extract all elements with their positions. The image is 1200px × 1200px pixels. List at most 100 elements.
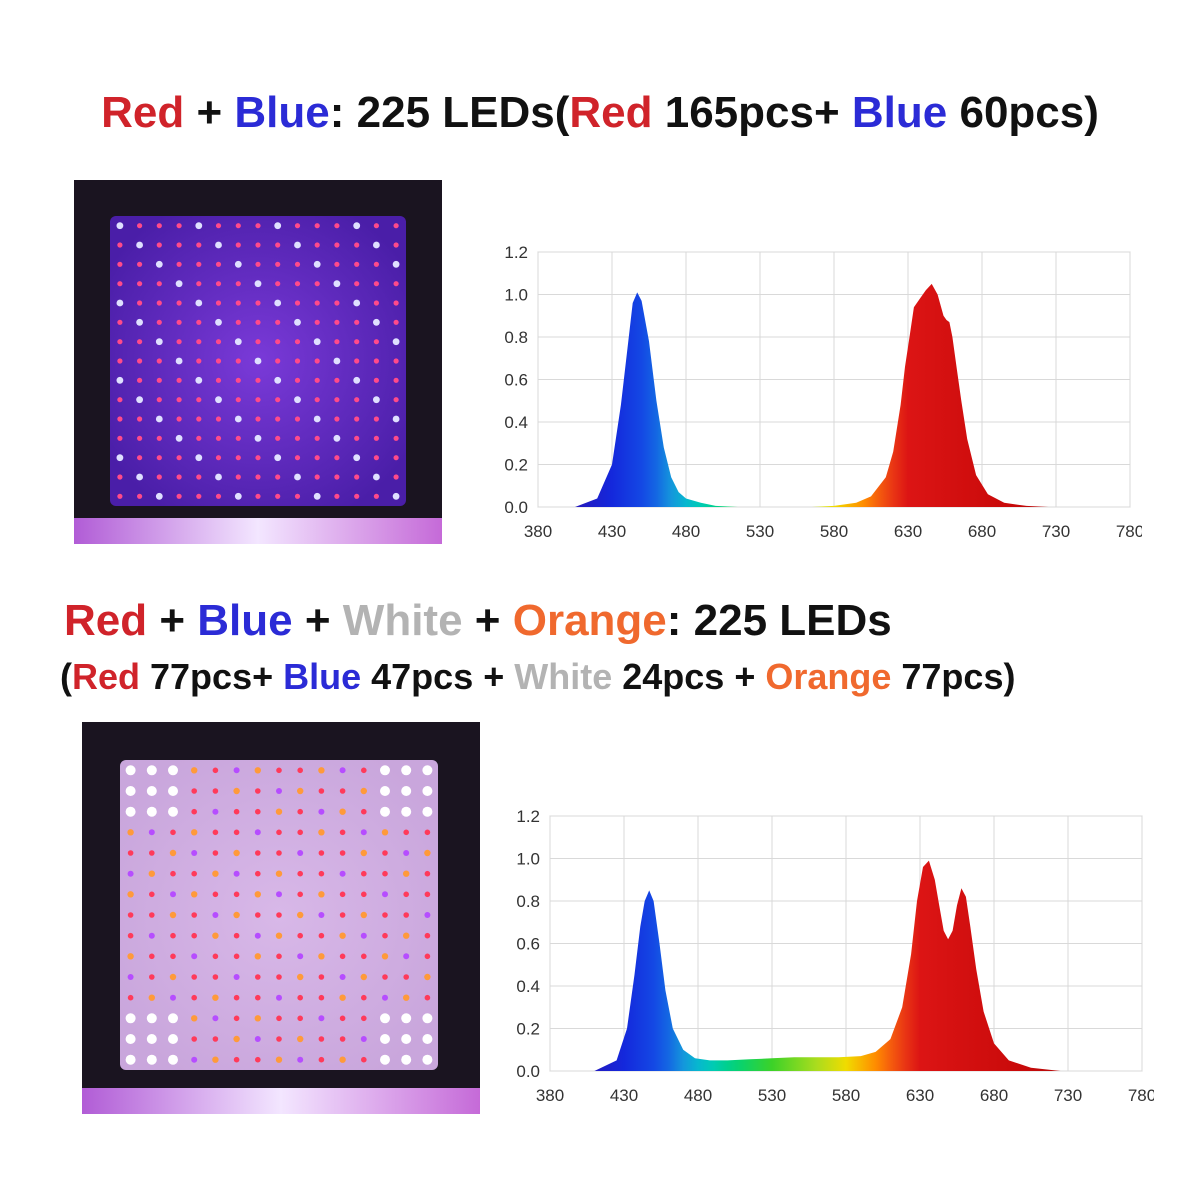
led-diode (170, 932, 176, 939)
x-tick-label: 380 (524, 522, 552, 541)
led-panel-red-blue (74, 180, 442, 544)
led-diode (339, 829, 346, 836)
led-diode (196, 281, 202, 287)
led-panel-photo-four-color (82, 722, 480, 1114)
led-diode (314, 455, 320, 461)
led-diode (354, 319, 360, 325)
y-tick-label: 0.2 (516, 1020, 540, 1039)
led-diode (146, 1013, 157, 1024)
led-diode (380, 1054, 390, 1065)
led-diode (127, 974, 134, 980)
x-tick-label: 630 (906, 1086, 934, 1105)
x-tick-label: 680 (968, 522, 996, 541)
headline3-part: 77pcs) (891, 656, 1016, 697)
led-diode (137, 416, 143, 422)
led-diode (339, 788, 346, 794)
led-diode (168, 806, 178, 817)
led-diode (403, 994, 410, 1001)
headline3-part: 24pcs + (612, 656, 766, 697)
led-diode (215, 261, 222, 267)
led-diode (424, 912, 431, 918)
led-diode (334, 474, 340, 480)
led-diode (275, 932, 283, 939)
led-diode (354, 493, 360, 499)
led-diode (334, 493, 340, 499)
led-diode (274, 299, 282, 307)
x-tick-label: 630 (894, 522, 922, 541)
led-diode (255, 319, 261, 325)
led-diode (233, 932, 240, 939)
led-diode (235, 455, 241, 461)
led-diode (196, 339, 202, 345)
led-diode (137, 493, 143, 499)
led-diode (234, 338, 242, 346)
headline-four-color-counts: (Red 77pcs+ Blue 47pcs + White 24pcs + O… (60, 656, 1015, 698)
led-diode (422, 1034, 433, 1044)
led-diode (314, 435, 320, 441)
led-diode (212, 912, 219, 918)
led-diode (401, 1054, 412, 1065)
led-diode (360, 932, 367, 939)
led-diode (254, 1036, 261, 1042)
led-diode (275, 261, 281, 267)
led-diode (361, 1056, 367, 1063)
headline-four-color: Red + Blue + White + Orange: 225 LEDs (64, 596, 892, 646)
led-diode (361, 870, 367, 877)
led-diode (380, 786, 390, 796)
led-diode (254, 434, 262, 442)
headline1-part: Red (569, 88, 653, 137)
led-diode (255, 974, 261, 980)
led-diode (276, 974, 282, 980)
spectrum-area-0 (575, 292, 738, 507)
led-panel-four-color (82, 722, 480, 1114)
led-diode (297, 870, 303, 877)
y-tick-label: 1.0 (516, 850, 540, 869)
led-diode (276, 1036, 282, 1042)
headline-red-blue: Red + Blue: 225 LEDs(Red 165pcs+ Blue 60… (0, 88, 1200, 138)
led-diode (314, 319, 320, 325)
led-diode (275, 319, 281, 325)
led-diode (275, 435, 281, 441)
led-diode (297, 787, 304, 795)
led-diode (334, 455, 340, 461)
headline1-part: 165pcs+ (652, 88, 852, 137)
led-diode (215, 416, 222, 422)
led-diode (275, 242, 281, 248)
led-diode (373, 455, 379, 461)
led-diode (294, 300, 301, 306)
led-diode (212, 932, 219, 939)
led-diode (254, 891, 261, 898)
led-diode (215, 377, 222, 383)
headline3-part: 77pcs+ (140, 656, 284, 697)
x-tick-label: 380 (536, 1086, 564, 1105)
led-diode (361, 891, 367, 898)
led-diode (393, 223, 399, 229)
led-diode (125, 1054, 136, 1065)
led-diode (354, 397, 360, 403)
led-diode (125, 765, 136, 776)
led-diode (233, 767, 240, 774)
led-diode (380, 765, 390, 776)
led-diode (191, 870, 197, 877)
led-diode (393, 435, 399, 441)
led-diode (318, 808, 325, 815)
led-diode (212, 891, 219, 898)
led-diode (373, 339, 379, 345)
led-diode (314, 242, 320, 248)
led-diode (176, 319, 182, 325)
led-diode (334, 397, 340, 403)
led-diode (196, 474, 202, 480)
led-diode (255, 994, 261, 1001)
led-diode (276, 829, 282, 836)
led-diode (176, 223, 182, 229)
led-diode (137, 339, 143, 345)
led-diode (191, 912, 197, 918)
led-diode (155, 492, 163, 500)
led-diode (255, 397, 261, 403)
led-diode (339, 808, 346, 815)
spectrum-area-1 (811, 283, 1049, 507)
led-diode (176, 416, 182, 422)
led-diode (254, 767, 261, 774)
led-diode (215, 455, 222, 461)
led-diode (297, 994, 303, 1001)
